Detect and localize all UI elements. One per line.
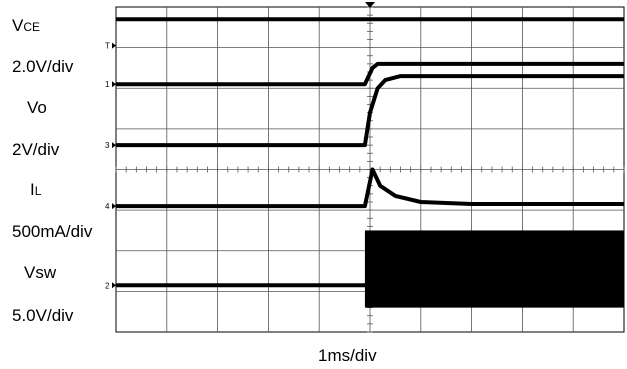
channel-marker-arrow-0 <box>112 42 116 49</box>
vce-label: VCE <box>12 16 40 37</box>
switching-node-band <box>364 230 624 308</box>
trace-3 <box>116 167 624 209</box>
vce-main: V <box>12 16 24 35</box>
channel-markers: T 1 3 4 2 <box>105 2 375 290</box>
trace-1 <box>116 61 624 87</box>
channel-marker-3: 4 <box>105 202 110 211</box>
channel-marker-arrow-4 <box>112 282 116 289</box>
channel-marker-0: T <box>105 42 110 51</box>
switching-band <box>364 230 624 308</box>
il-scale-label: 500mA/div <box>12 222 93 241</box>
vo-scale-label: 2V/div <box>12 140 60 159</box>
trace-2 <box>116 74 624 148</box>
channel-marker-2: 3 <box>105 141 110 150</box>
channel-marker-arrow-1 <box>112 81 116 88</box>
time-scale-label: 1ms/div <box>318 346 377 365</box>
channel-marker-arrow-2 <box>112 142 116 149</box>
vsw-label: Vsw <box>24 263 57 282</box>
channel-marker-1: 1 <box>105 80 110 89</box>
il-main: I <box>30 180 35 199</box>
vce-scale-label: 2.0V/div <box>12 57 74 76</box>
channel-marker-4: 2 <box>105 281 110 290</box>
vce-sub: CE <box>23 20 41 34</box>
il-sub: L <box>34 184 42 198</box>
trigger-marker <box>365 2 375 8</box>
vo-label: Vo <box>27 98 47 117</box>
il-label: IL <box>30 180 41 201</box>
vsw-scale-label: 5.0V/div <box>12 306 74 325</box>
traces <box>116 17 624 288</box>
channel-marker-arrow-3 <box>112 203 116 210</box>
